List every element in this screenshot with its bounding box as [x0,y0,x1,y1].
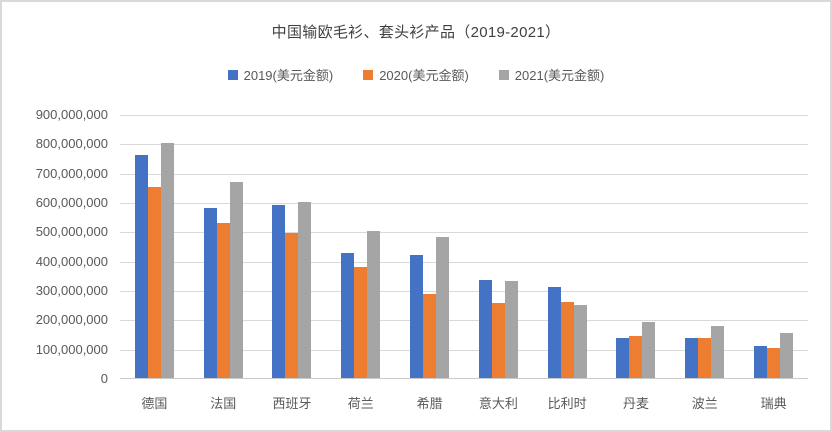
bar [298,202,312,378]
bar [547,287,561,378]
bar [504,281,518,378]
bar-group-希腊 [395,115,464,378]
legend-swatch-2021-icon [498,69,509,80]
bar [410,254,424,378]
bar-group-比利时 [533,115,602,378]
bar-group-丹麦 [602,115,671,378]
bar-group-荷兰 [326,115,395,378]
y-axis-tick-label: 100,000,000 [35,342,108,357]
bar [367,230,381,378]
bar [229,182,243,378]
legend-item-2019: 2019(美元金额) [227,65,334,84]
y-axis-tick-label: 800,000,000 [35,136,108,151]
legend-swatch-2020-icon [363,69,374,80]
bars-container [120,115,808,378]
x-axis-category-label: 法国 [210,396,237,411]
bar-group-意大利 [464,115,533,378]
x-axis-category-label: 德国 [141,396,168,411]
bar [629,335,643,378]
bar [767,348,781,378]
bar [698,338,712,378]
gridline [120,262,808,263]
bar-group-波兰 [670,115,739,378]
x-axis-category-label: 荷兰 [347,396,374,411]
bar [560,301,574,378]
bar [354,266,368,378]
y-axis-tick-label: 500,000,000 [35,224,108,239]
bar [780,333,794,378]
gridline [120,203,808,204]
gridline [120,174,808,175]
legend-swatch-2019-icon [227,69,238,80]
x-axis-category-label: 意大利 [478,396,518,411]
x-axis-category-label: 比利时 [547,396,587,411]
y-axis-tick-label: 200,000,000 [35,312,108,327]
legend-item-2021: 2021(美元金额) [498,65,605,84]
plot-area [120,115,808,379]
bar [160,143,174,378]
y-axis-tick-label: 900,000,000 [35,107,108,122]
y-axis-tick-label: 300,000,000 [35,283,108,298]
gridline [120,291,808,292]
y-axis-tick-label: 700,000,000 [35,166,108,181]
bar [685,337,699,378]
gridline [120,232,808,233]
y-axis-tick-label: 600,000,000 [35,195,108,210]
gridline [120,320,808,321]
legend-label-2019: 2019(美元金额) [243,68,334,83]
x-axis-category-label: 希腊 [416,396,443,411]
x-axis-category-label: 西班牙 [272,396,312,411]
bar-group-瑞典 [739,115,808,378]
legend-label-2021: 2021(美元金额) [514,68,605,83]
bar [216,223,230,378]
gridline [120,144,808,145]
bar [754,345,768,378]
bar [341,252,355,378]
x-axis-category-label: 瑞典 [760,396,787,411]
y-axis-tick-label: 0 [100,371,108,386]
bar [642,321,656,378]
bar [478,279,492,378]
y-axis-tick-label: 400,000,000 [35,254,108,269]
bar-group-法国 [189,115,258,378]
x-axis-category-label: 丹麦 [622,396,649,411]
gridline [120,115,808,116]
legend-item-2020: 2020(美元金额) [363,65,469,84]
bar [285,232,299,378]
x-axis: 德国 法国 西班牙 荷兰 希腊 意大利 比利时 丹麦 波兰 瑞典 [120,393,808,412]
bar [573,305,587,378]
bar [436,236,450,378]
bar [423,294,437,378]
bar [711,325,725,378]
bar [272,204,286,378]
bar [147,187,161,378]
bar [491,303,505,378]
bar [203,207,217,378]
bar-group-西班牙 [258,115,327,378]
legend-label-2020: 2020(美元金额) [379,68,469,83]
y-axis: 900,000,000 800,000,000 700,000,000 600,000… [2,107,108,386]
bar-group-德国 [120,115,189,378]
legend: 2019(美元金额) 2020(美元金额) 2021(美元金额) [2,65,830,84]
bar [134,155,148,378]
gridline [120,350,808,351]
chart-title: 中国输欧毛衫、套头衫产品（2019-2021） [271,24,561,41]
bar [616,337,630,378]
x-axis-category-label: 波兰 [691,396,718,411]
